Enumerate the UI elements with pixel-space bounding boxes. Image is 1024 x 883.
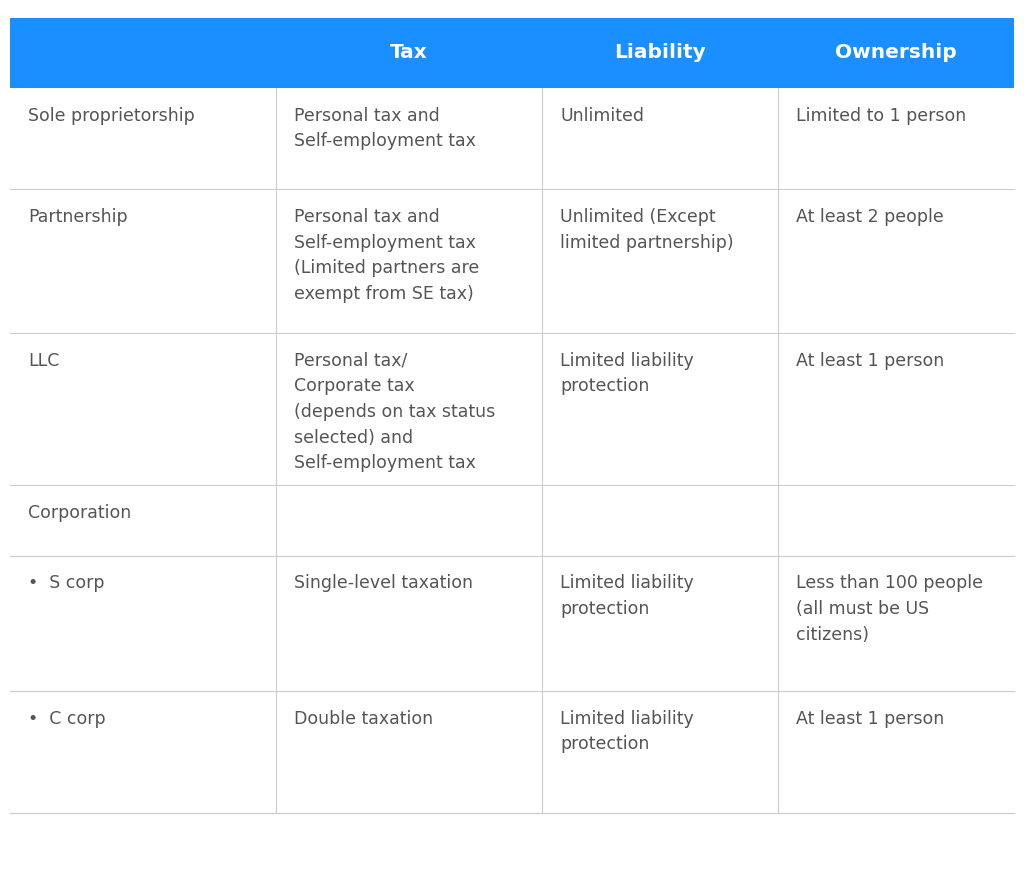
Text: Less than 100 people
(all must be US
citizens): Less than 100 people (all must be US cit… (796, 575, 983, 644)
Text: Limited liability
protection: Limited liability protection (560, 575, 694, 618)
Text: At least 1 person: At least 1 person (796, 351, 944, 370)
Text: Unlimited: Unlimited (560, 107, 644, 125)
Text: LLC: LLC (29, 351, 59, 370)
Text: Sole proprietorship: Sole proprietorship (29, 107, 195, 125)
Text: Personal tax and
Self-employment tax
(Limited partners are
exempt from SE tax): Personal tax and Self-employment tax (Li… (294, 208, 479, 303)
Text: Personal tax and
Self-employment tax: Personal tax and Self-employment tax (294, 107, 476, 150)
Text: •  S corp: • S corp (29, 575, 104, 592)
Text: At least 2 people: At least 2 people (796, 208, 944, 226)
Text: Limited to 1 person: Limited to 1 person (796, 107, 967, 125)
Bar (10, 555, 1014, 691)
Bar (10, 333, 1014, 486)
Bar (10, 486, 1014, 555)
Text: •  C corp: • C corp (29, 710, 105, 728)
Text: Personal tax/
Corporate tax
(depends on tax status
selected) and
Self-employment: Personal tax/ Corporate tax (depends on … (294, 351, 496, 472)
Text: Single-level taxation: Single-level taxation (294, 575, 473, 592)
Text: At least 1 person: At least 1 person (796, 710, 944, 728)
Text: Limited liability
protection: Limited liability protection (560, 710, 694, 753)
Text: Unlimited (Except
limited partnership): Unlimited (Except limited partnership) (560, 208, 734, 252)
Bar (10, 18, 1014, 88)
Text: Corporation: Corporation (29, 504, 131, 522)
Bar (10, 691, 1014, 812)
Text: Tax: Tax (390, 43, 428, 63)
Text: Partnership: Partnership (29, 208, 128, 226)
Text: Double taxation: Double taxation (294, 710, 433, 728)
Bar (10, 189, 1014, 333)
Text: Liability: Liability (614, 43, 706, 63)
Text: Ownership: Ownership (835, 43, 956, 63)
Bar (10, 88, 1014, 189)
Text: Limited liability
protection: Limited liability protection (560, 351, 694, 396)
